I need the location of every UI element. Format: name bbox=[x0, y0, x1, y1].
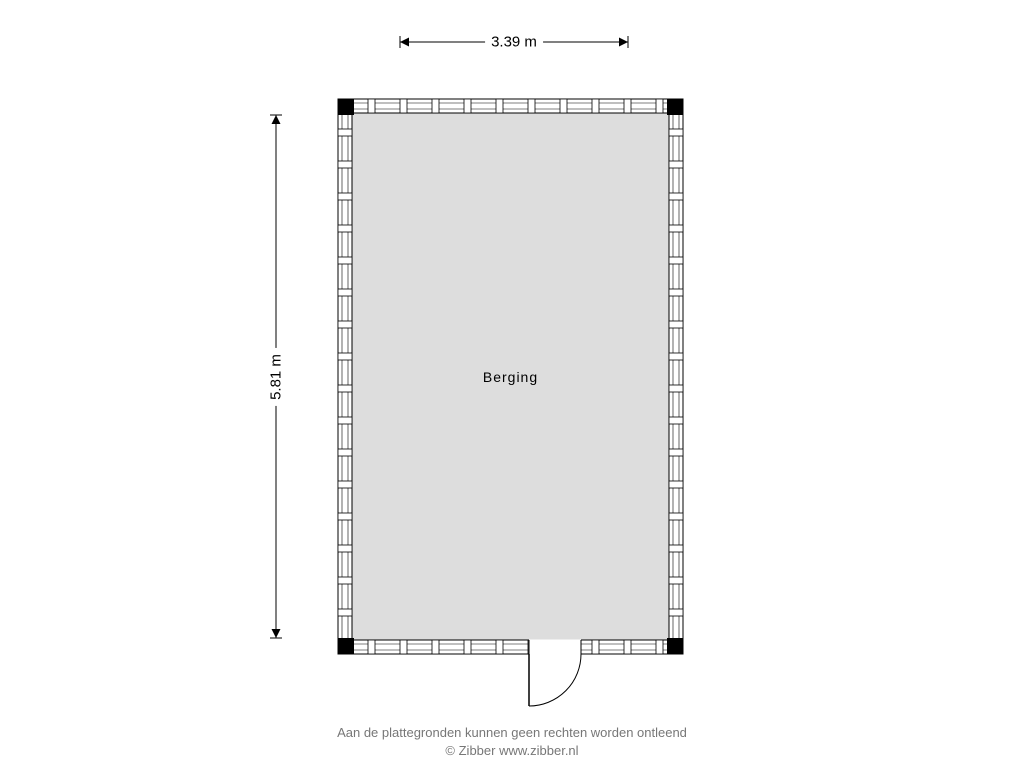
wall-stud bbox=[400, 99, 407, 113]
wall-stud bbox=[432, 99, 439, 113]
wall-stud bbox=[656, 640, 663, 654]
footer: Aan de plattegronden kunnen geen rechten… bbox=[0, 724, 1024, 759]
wall-stud bbox=[669, 577, 683, 584]
wall-stud bbox=[669, 129, 683, 136]
wall-stud bbox=[338, 193, 352, 200]
wall-stud bbox=[592, 640, 599, 654]
wall-stud bbox=[338, 545, 352, 552]
wall-stud bbox=[464, 99, 471, 113]
wall-stud bbox=[656, 99, 663, 113]
wall-stud bbox=[338, 481, 352, 488]
wall-stud bbox=[669, 193, 683, 200]
wall-stud bbox=[669, 353, 683, 360]
dimension-arrow bbox=[272, 115, 281, 124]
dimension-arrow bbox=[272, 629, 281, 638]
wall-stud bbox=[669, 609, 683, 616]
wall-stud bbox=[669, 545, 683, 552]
wall-stud bbox=[338, 225, 352, 232]
wall-stud bbox=[496, 99, 503, 113]
wall-stud bbox=[368, 99, 375, 113]
wall-stud bbox=[528, 99, 535, 113]
wall-stud bbox=[338, 449, 352, 456]
wall-stud bbox=[338, 289, 352, 296]
wall-stud bbox=[669, 385, 683, 392]
wall-stud bbox=[400, 640, 407, 654]
wall-left bbox=[338, 99, 352, 654]
wall-stud bbox=[338, 353, 352, 360]
dimension-arrow bbox=[400, 38, 409, 47]
wall-stud bbox=[560, 99, 567, 113]
wall-stud bbox=[338, 513, 352, 520]
footer-line2: © Zibber www.zibber.nl bbox=[0, 742, 1024, 760]
corner-post bbox=[667, 99, 683, 115]
wall-stud bbox=[338, 577, 352, 584]
dimension-width-label: 3.39 m bbox=[485, 34, 543, 51]
wall-stud bbox=[368, 640, 375, 654]
wall-right bbox=[669, 99, 683, 654]
dimension-arrow bbox=[619, 38, 628, 47]
room-label: Berging bbox=[483, 369, 538, 385]
wall-stud bbox=[338, 161, 352, 168]
dimension-height-label: 5.81 m bbox=[268, 348, 285, 406]
corner-post bbox=[338, 638, 354, 654]
corner-post bbox=[338, 99, 354, 115]
footer-line1: Aan de plattegronden kunnen geen rechten… bbox=[0, 724, 1024, 742]
wall-stud bbox=[669, 161, 683, 168]
wall-stud bbox=[592, 99, 599, 113]
wall-stud bbox=[669, 481, 683, 488]
wall-stud bbox=[338, 417, 352, 424]
wall-stud bbox=[464, 640, 471, 654]
door-swing-arc bbox=[529, 654, 581, 706]
wall-stud bbox=[669, 449, 683, 456]
wall-stud bbox=[624, 640, 631, 654]
wall-stud bbox=[432, 640, 439, 654]
wall-stud bbox=[338, 321, 352, 328]
wall-stud bbox=[669, 289, 683, 296]
wall-stud bbox=[669, 257, 683, 264]
wall-stud bbox=[338, 609, 352, 616]
wall-stud bbox=[669, 417, 683, 424]
door-opening bbox=[529, 640, 581, 655]
wall-stud bbox=[338, 385, 352, 392]
wall-stud bbox=[338, 129, 352, 136]
wall-stud bbox=[669, 513, 683, 520]
wall-stud bbox=[624, 99, 631, 113]
wall-stud bbox=[496, 640, 503, 654]
wall-stud bbox=[669, 225, 683, 232]
wall-stud bbox=[669, 321, 683, 328]
wall-stud bbox=[338, 257, 352, 264]
corner-post bbox=[667, 638, 683, 654]
floorplan-canvas: Berging 3.39 m 5.81 m Aan de plattegrond… bbox=[0, 0, 1024, 768]
